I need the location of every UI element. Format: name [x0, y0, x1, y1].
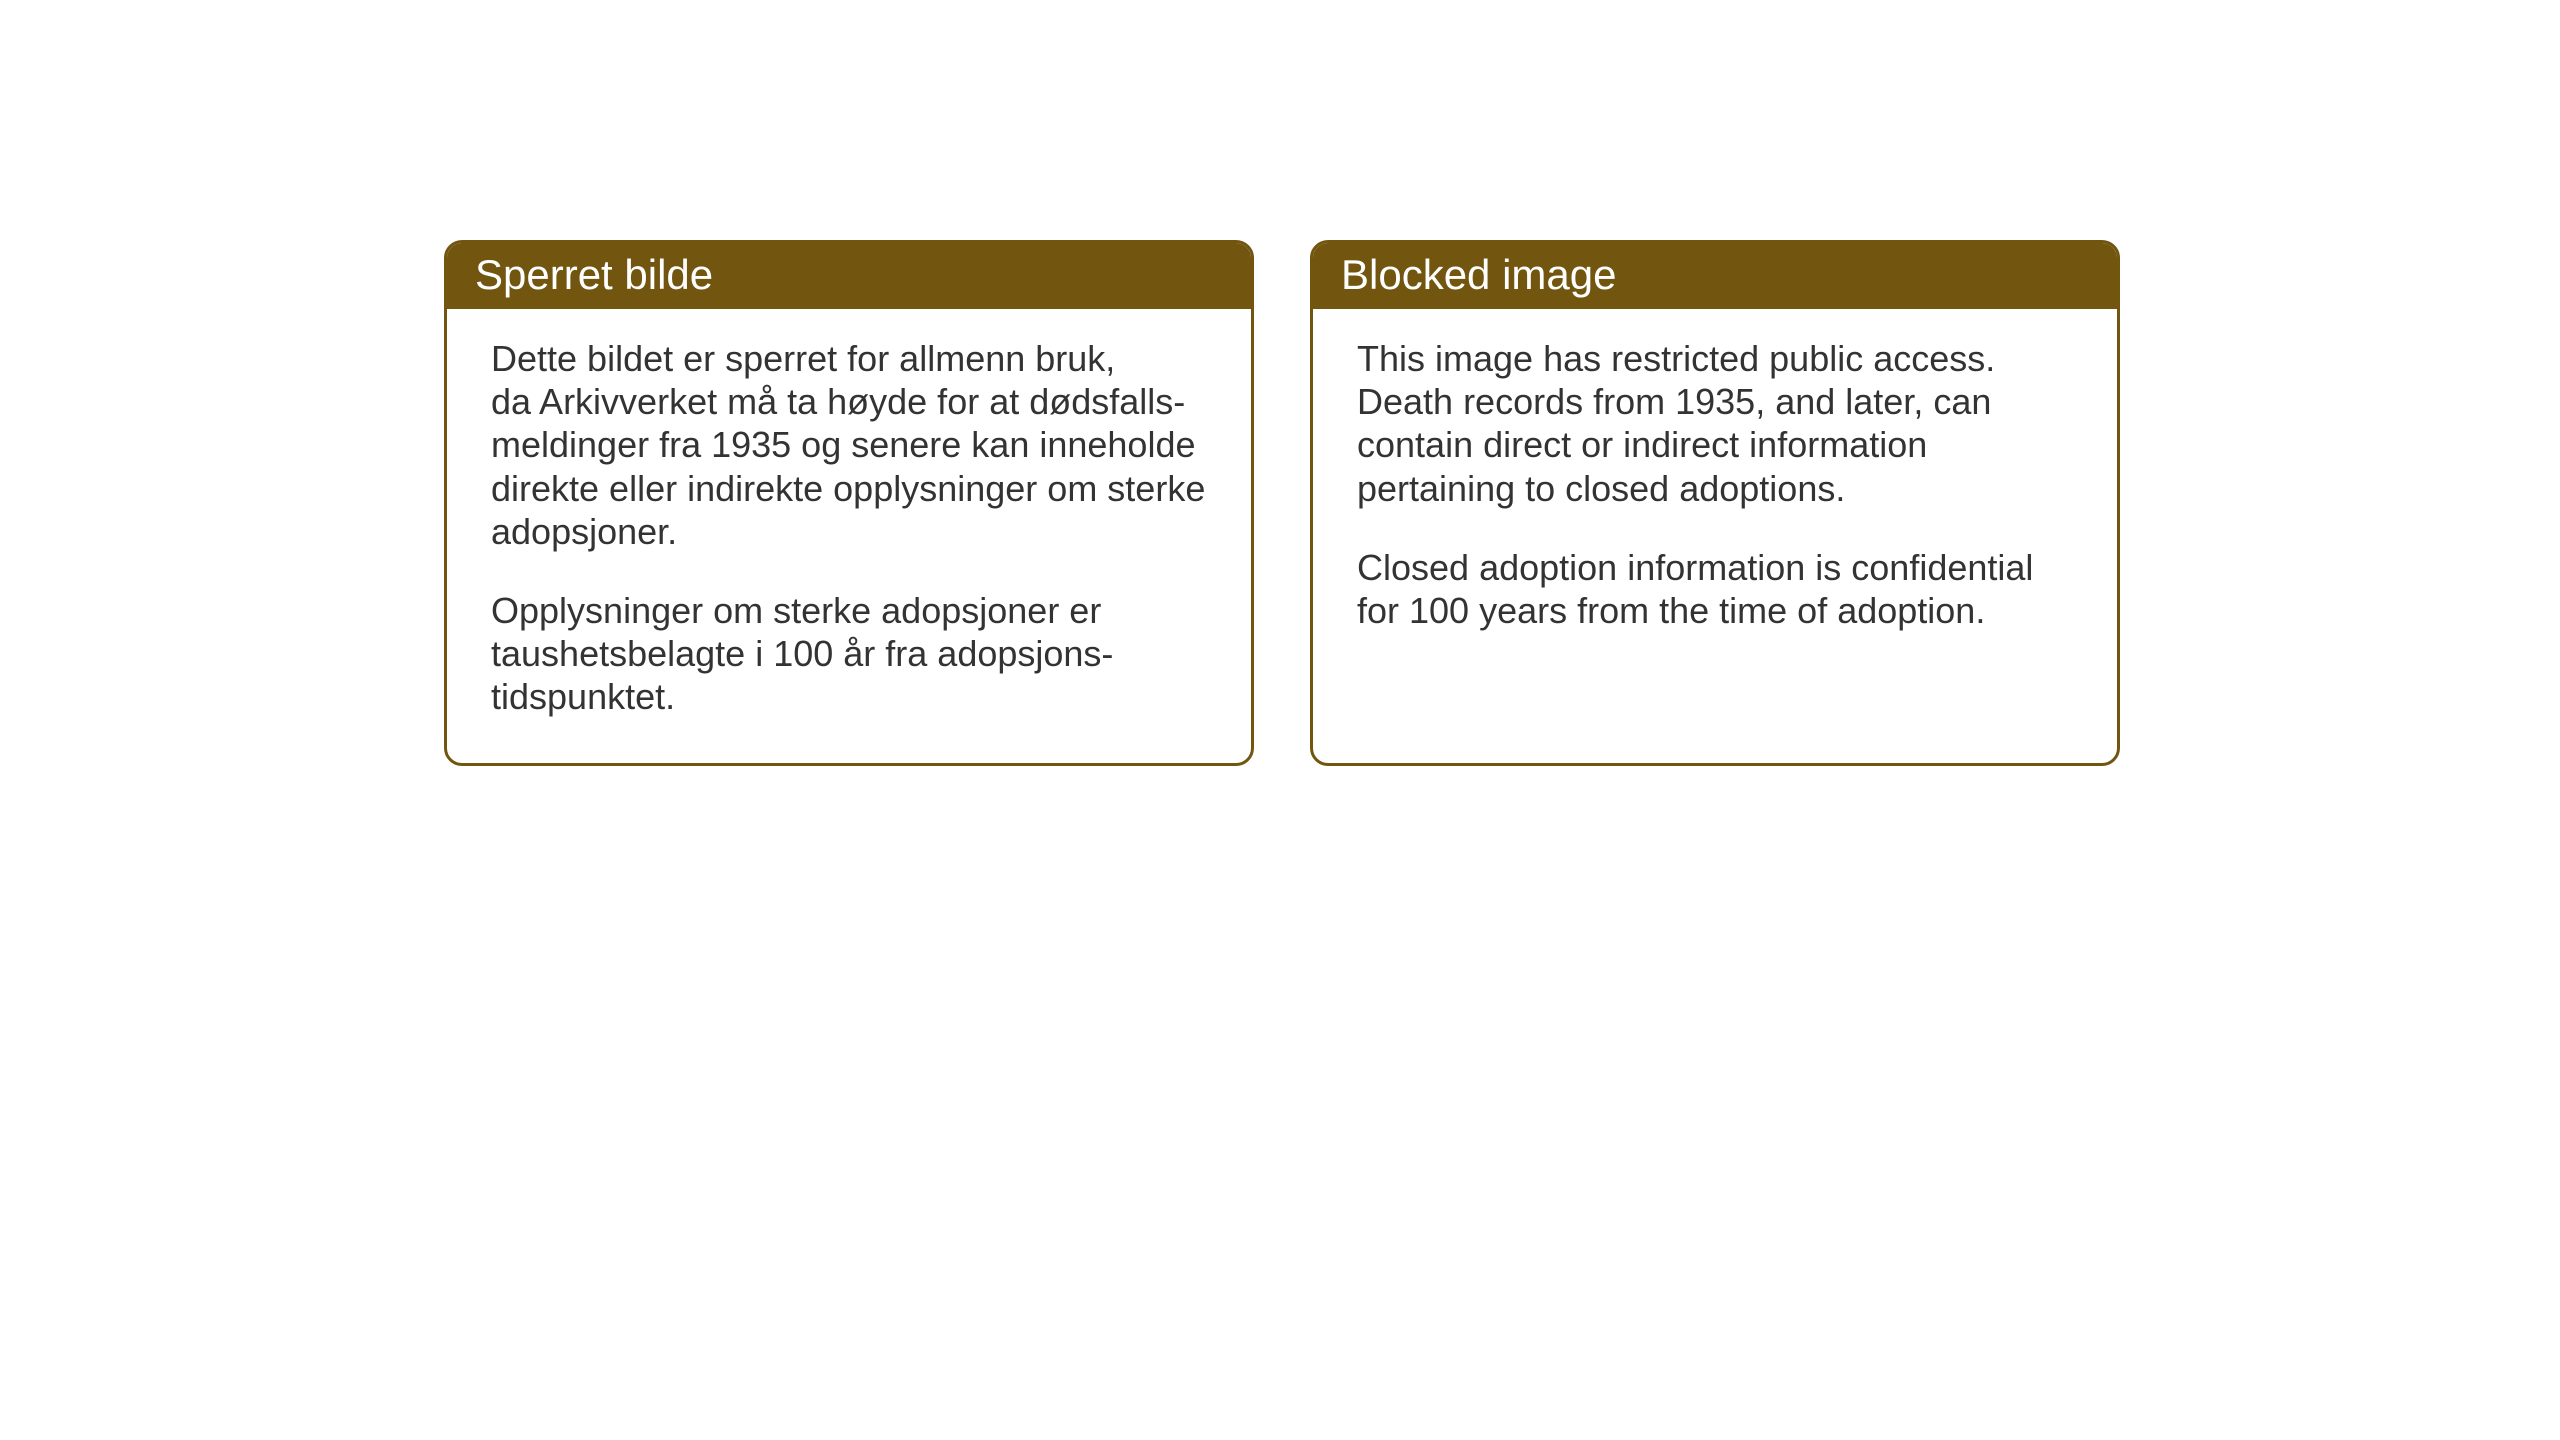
- english-card-title: Blocked image: [1341, 251, 1616, 298]
- norwegian-paragraph-2: Opplysninger om sterke adopsjoner er tau…: [491, 589, 1207, 719]
- norwegian-card-header: Sperret bilde: [447, 243, 1251, 309]
- norwegian-paragraph-1: Dette bildet er sperret for allmenn bruk…: [491, 337, 1207, 553]
- norwegian-card: Sperret bilde Dette bildet er sperret fo…: [444, 240, 1254, 766]
- cards-container: Sperret bilde Dette bildet er sperret fo…: [444, 240, 2120, 766]
- norwegian-card-body: Dette bildet er sperret for allmenn bruk…: [447, 309, 1251, 763]
- english-card: Blocked image This image has restricted …: [1310, 240, 2120, 766]
- english-card-header: Blocked image: [1313, 243, 2117, 309]
- english-paragraph-1: This image has restricted public access.…: [1357, 337, 2073, 510]
- norwegian-card-title: Sperret bilde: [475, 251, 713, 298]
- english-paragraph-2: Closed adoption information is confident…: [1357, 546, 2073, 632]
- english-card-body: This image has restricted public access.…: [1313, 309, 2117, 676]
